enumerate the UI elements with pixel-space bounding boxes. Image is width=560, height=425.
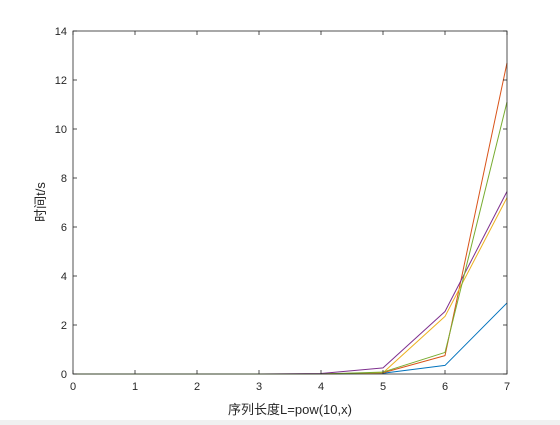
y-tick-label: 14 [55,26,67,38]
x-tick-label: 4 [318,381,324,393]
x-tick-label: 1 [132,381,138,393]
x-tick-label: 6 [442,381,448,393]
y-tick-label: 4 [61,271,67,283]
y-tick-label: 6 [61,222,67,234]
axes-layer [72,30,508,375]
y-axis-label: 时间t/s [33,182,48,222]
x-tick-label: 0 [70,381,76,393]
axes-box [72,30,508,375]
plot-area [73,31,507,374]
y-ticks: 0 2 4 6 8 10 12 14 [55,26,507,381]
y-tick-label: 10 [55,124,67,136]
x-tick-label: 5 [380,381,386,393]
y-tick-label: 0 [61,369,67,381]
y-tick-label: 8 [61,173,67,185]
y-tick-label: 12 [55,75,67,87]
x-ticks: 0 1 2 3 4 5 6 7 [70,31,510,393]
x-tick-label: 7 [504,381,510,393]
y-tick-label: 2 [61,320,67,332]
x-tick-label: 2 [194,381,200,393]
x-tick-label: 3 [256,381,262,393]
x-axis-label: 序列长度L=pow(10,x) [228,402,352,417]
